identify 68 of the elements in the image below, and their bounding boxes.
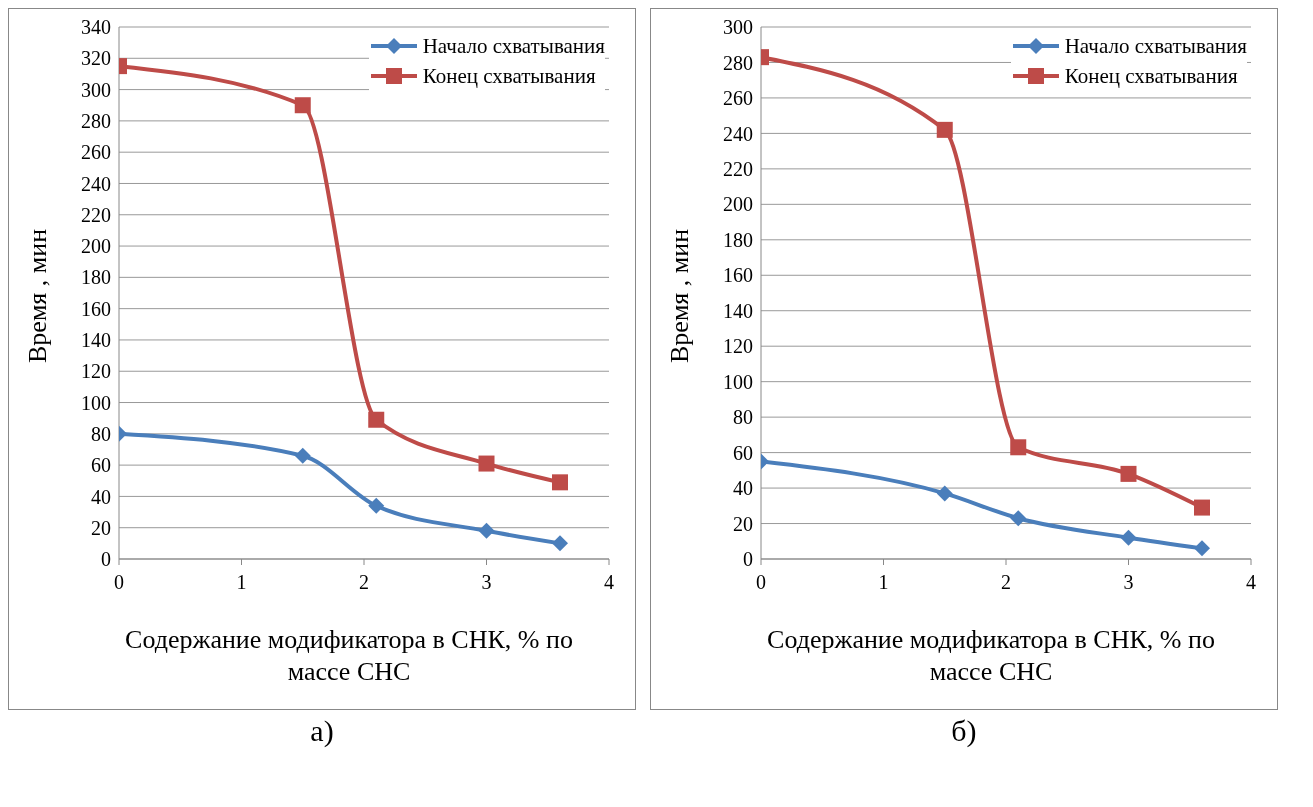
y-tick-label: 100 [81, 391, 111, 414]
y-tick-label: 80 [91, 422, 111, 445]
point [478, 455, 495, 472]
y-tick-label: 140 [81, 329, 111, 352]
y-tick-label: 0 [101, 548, 111, 571]
point [936, 121, 953, 138]
point [1120, 465, 1137, 482]
x-tick-label: 3 [1123, 571, 1134, 594]
legend-label: Конец схватывания [1064, 63, 1238, 90]
point [294, 97, 311, 114]
y-tick-label: 180 [81, 266, 111, 289]
point [1010, 439, 1027, 456]
y-tick-label: 320 [81, 47, 111, 70]
y-tick-label: 20 [733, 512, 753, 535]
y-tick-label: 220 [81, 203, 111, 226]
x-tick-label: 1 [878, 571, 889, 594]
x-tick-label: 1 [236, 571, 247, 594]
y-tick-label: 160 [81, 297, 111, 320]
point [552, 535, 568, 552]
x-tick-label: 4 [1246, 571, 1256, 594]
y-tick-label: 80 [733, 406, 753, 429]
y-tick-label: 180 [723, 228, 753, 251]
y-tick-label: 160 [723, 264, 753, 287]
y-tick-label: 20 [91, 516, 111, 539]
y-tick-label: 40 [91, 485, 111, 508]
y-tick-label: 120 [81, 360, 111, 383]
x-axis-title: Содержание модификатора в СНК, % по массе СНС [766, 624, 1216, 688]
legend-label: Начало схватывания [1064, 33, 1247, 60]
y-tick-label: 120 [723, 335, 753, 358]
y-tick-label: 300 [81, 78, 111, 101]
y-tick-label: 40 [733, 477, 753, 500]
point [1120, 529, 1137, 546]
x-tick-label: 2 [359, 571, 369, 594]
y-axis-title: Время , мин [665, 228, 695, 363]
y-tick-label: 240 [81, 172, 111, 195]
y-tick-label: 60 [91, 454, 111, 477]
y-tick-label: 200 [81, 235, 111, 258]
point [1010, 510, 1027, 527]
y-tick-label: 280 [723, 51, 753, 74]
point [1194, 540, 1210, 557]
y-tick-label: 140 [723, 299, 753, 322]
text: а) [309, 714, 335, 748]
y-tick-label: 200 [723, 193, 753, 216]
point [478, 522, 495, 539]
y-tick-label: 260 [81, 141, 111, 164]
y-tick-label: 60 [733, 441, 753, 464]
y-tick-label: 240 [723, 122, 753, 145]
point [1194, 499, 1210, 516]
x-tick-label: 3 [481, 571, 492, 594]
point [552, 474, 568, 491]
legend-label: Начало схватывания [422, 33, 605, 60]
point [368, 497, 385, 514]
y-tick-label: 260 [723, 87, 753, 110]
x-tick-label: 2 [1001, 571, 1011, 594]
x-tick-label: 4 [604, 571, 614, 594]
y-tick-label: 340 [81, 16, 111, 39]
y-tick-label: 280 [81, 109, 111, 132]
y-tick-label: 220 [723, 157, 753, 180]
y-tick-label: 0 [743, 548, 753, 571]
point [936, 485, 953, 502]
y-tick-label: 300 [723, 16, 753, 39]
point [294, 447, 311, 464]
legend-label: Конец схватывания [422, 63, 596, 90]
y-axis-title: Время , мин [23, 228, 53, 363]
x-axis-title: Содержание модификатора в СНК, % по массе СНС [124, 624, 574, 688]
point [368, 411, 385, 428]
text: б) [950, 714, 978, 748]
y-tick-label: 100 [723, 370, 753, 393]
